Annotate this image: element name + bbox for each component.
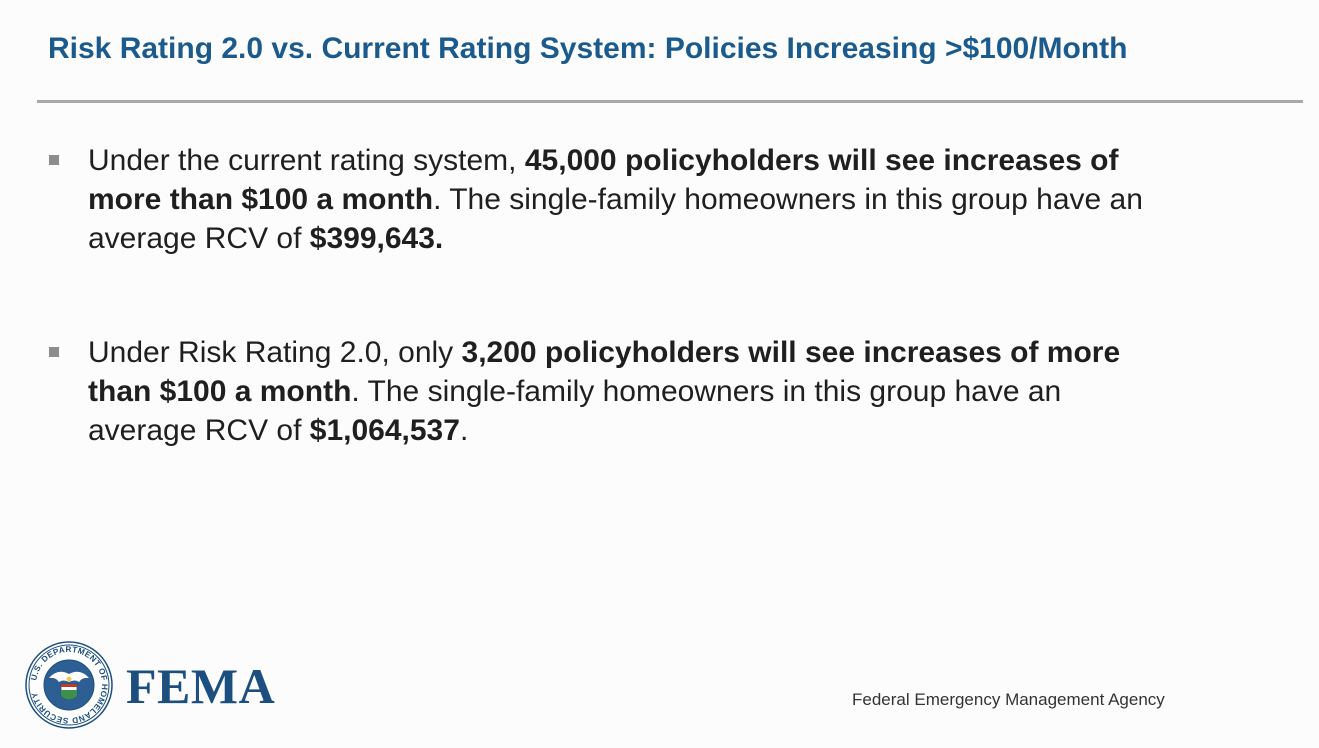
bullet-text-segment: . The single-family homeowners in this g… [88, 183, 1143, 255]
bullet-text-emphasis: 3,200 policyholders will see increases o… [88, 336, 1121, 408]
fema-logo: FEMA [126, 658, 276, 714]
bullet-text-segment: Under the current rating system, [88, 144, 525, 177]
bullet-text: Under Risk Rating 2.0, only 3,200 policy… [88, 336, 1120, 447]
slide-title: Risk Rating 2.0 vs. Current Rating Syste… [48, 32, 1128, 65]
dhs-seal-icon: U.S. DEPARTMENT OF HOMELAND SECURITY [25, 641, 113, 729]
bullet-item-risk-rating-2: Under Risk Rating 2.0, only 3,200 policy… [48, 333, 1158, 450]
square-bullet-icon [49, 347, 59, 357]
bullet-text-segment: . [459, 414, 469, 447]
square-bullet-icon [49, 155, 59, 165]
bullet-text-emphasis: 45,000 policyholders will see increases … [88, 144, 1119, 216]
bullet-text-emphasis: $399,643. [309, 222, 444, 255]
title-divider [37, 100, 1303, 103]
agency-name: Federal Emergency Management Agency [852, 690, 1165, 709]
bullet-text-segment: . The single-family homeowners in this g… [88, 375, 1062, 447]
bullet-list: Under the current rating system, 45,000 … [48, 141, 1158, 525]
bullet-text-emphasis: $1,064,537 [309, 414, 460, 447]
bullet-item-current-system: Under the current rating system, 45,000 … [48, 141, 1158, 258]
bullet-text: Under the current rating system, 45,000 … [88, 144, 1143, 255]
bullet-text-segment: Under Risk Rating 2.0, only [88, 336, 462, 369]
